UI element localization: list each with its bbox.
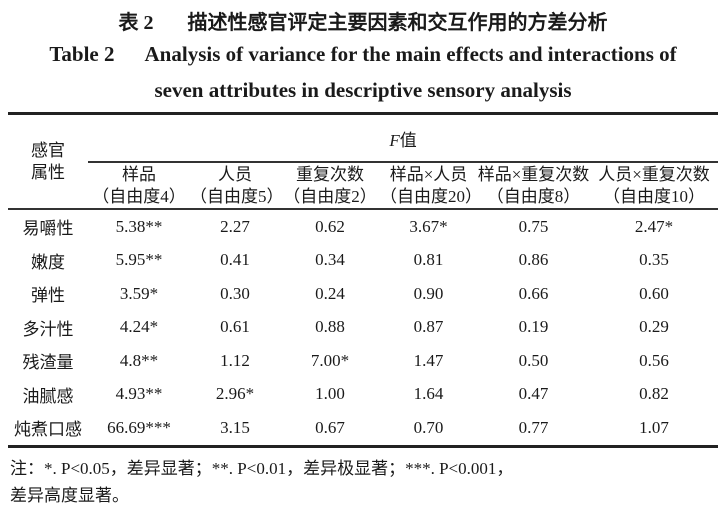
column-header: 重复次数 （自由度2） bbox=[280, 162, 380, 209]
footnote-line1: 注：*. P<0.05，差异显著；**. P<0.01，差异极显著；***. P… bbox=[10, 459, 514, 478]
value-cell: 0.34 bbox=[315, 250, 345, 270]
value-cell: 0.35 bbox=[639, 250, 669, 270]
column-df: （自由度4） bbox=[92, 186, 186, 206]
value-cell: 0.30 bbox=[220, 283, 250, 303]
value-cell: 5.38** bbox=[115, 216, 163, 236]
column-name: 样品 bbox=[122, 164, 156, 184]
column-name: 样品×重复次数 bbox=[477, 164, 590, 184]
table-row: 油腻感 4.93** 2.96* 1.00 1.64 0.47 0.82 bbox=[8, 378, 718, 412]
value-cell: 0.61 bbox=[220, 317, 250, 337]
footnote-line2: 差异高度显著。 bbox=[10, 486, 129, 505]
column-header: 人员×重复次数 （自由度10） bbox=[590, 162, 718, 209]
value-cell: 0.86 bbox=[518, 250, 549, 270]
column-name: 人员 bbox=[218, 164, 252, 184]
table-row: 易嚼性 5.38** 2.27 0.62 3.67* 0.75 2.47* bbox=[8, 209, 718, 244]
value-cell: 4.93** bbox=[115, 384, 163, 404]
value-cell: 7.00* bbox=[310, 350, 350, 370]
value-cell: 0.47 bbox=[518, 384, 549, 404]
attribute-cell: 油腻感 bbox=[22, 386, 74, 406]
value-cell: 2.96* bbox=[215, 384, 255, 404]
attribute-cell: 残渣量 bbox=[22, 353, 74, 373]
column-df: （自由度2） bbox=[283, 186, 377, 206]
value-cell: 0.81 bbox=[413, 250, 444, 270]
column-df: （自由度20） bbox=[380, 186, 482, 206]
title-cn-text: 描述性感官评定主要因素和交互作用的方差分析 bbox=[187, 12, 608, 34]
value-cell: 0.41 bbox=[220, 250, 250, 270]
value-cell: 1.00 bbox=[315, 384, 345, 404]
value-cell: 1.64 bbox=[413, 384, 444, 404]
value-cell: 2.47* bbox=[634, 216, 674, 236]
value-cell: 3.15 bbox=[220, 417, 250, 437]
column-header: 人员 （自由度5） bbox=[190, 162, 284, 209]
anova-table: 感官属性 F值 样品 （自由度4） 人员 （自由度5） 重复次数 （自由度2） 样品×人员（… bbox=[8, 112, 719, 448]
column-header: 样品 （自由度4） bbox=[88, 162, 190, 209]
value-cell: 0.24 bbox=[315, 283, 345, 303]
value-cell: 3.59* bbox=[119, 283, 159, 303]
table-row: 嫩度 5.95** 0.41 0.34 0.81 0.86 0.35 bbox=[8, 244, 718, 278]
value-cell: 0.88 bbox=[315, 317, 345, 337]
attribute-cell: 炖煮口感 bbox=[14, 420, 82, 440]
value-cell: 0.75 bbox=[518, 216, 549, 236]
title-en-line2: seven attributes in descriptive sensory … bbox=[154, 78, 572, 102]
table-row: 弹性 3.59* 0.30 0.24 0.90 0.66 0.60 bbox=[8, 277, 718, 311]
attribute-cell: 易嚼性 bbox=[22, 219, 74, 239]
value-cell: 0.87 bbox=[413, 317, 444, 337]
value-cell: 1.07 bbox=[639, 417, 669, 437]
attribute-cell: 嫩度 bbox=[31, 252, 65, 272]
value-cell: 0.67 bbox=[315, 417, 345, 437]
column-df: （自由度8） bbox=[486, 186, 581, 206]
table-label-cn: 表 2 bbox=[118, 12, 154, 34]
column-df: （自由度10） bbox=[603, 186, 705, 206]
value-cell: 0.70 bbox=[413, 417, 444, 437]
column-name: 人员×重复次数 bbox=[598, 164, 710, 184]
column-df: （自由度5） bbox=[190, 186, 284, 206]
table-row: 炖煮口感 66.69*** 3.15 0.67 0.70 0.77 1.07 bbox=[8, 411, 718, 446]
column-header: 样品×人员 （自由度20） bbox=[380, 162, 482, 209]
value-cell: 0.82 bbox=[639, 384, 669, 404]
table-row: 残渣量 4.8** 1.12 7.00* 1.47 0.50 0.56 bbox=[8, 344, 718, 378]
value-cell: 0.90 bbox=[413, 283, 444, 303]
title-en-line1: Table 2 Analysis of variance for the main… bbox=[0, 42, 726, 67]
value-cell: 4.24* bbox=[119, 317, 159, 337]
value-cell: 0.77 bbox=[518, 417, 549, 437]
value-cell: 2.27 bbox=[220, 216, 250, 236]
value-cell: 1.12 bbox=[220, 350, 250, 370]
title-cn: 表 2 描述性感官评定主要因素和交互作用的方差分析 bbox=[0, 6, 726, 35]
column-name: 样品×人员 bbox=[389, 164, 468, 184]
value-cell: 0.60 bbox=[639, 283, 669, 303]
column-header: 样品×重复次数 （自由度8） bbox=[477, 162, 590, 209]
value-cell: 0.62 bbox=[315, 216, 345, 236]
table-row: 多汁性 4.24* 0.61 0.88 0.87 0.19 0.29 bbox=[8, 311, 718, 345]
value-cell: 0.19 bbox=[518, 317, 549, 337]
attribute-cell: 弹性 bbox=[31, 286, 65, 306]
value-cell: 0.56 bbox=[639, 350, 669, 370]
title-en-text: Analysis of variance for the main effect… bbox=[144, 42, 677, 66]
value-cell: 0.50 bbox=[518, 350, 549, 370]
value-cell: 5.95** bbox=[115, 250, 163, 270]
value-cell: 0.29 bbox=[639, 317, 669, 337]
column-name: 重复次数 bbox=[296, 164, 364, 184]
value-cell: 0.66 bbox=[518, 283, 549, 303]
value-cell: 3.67* bbox=[409, 216, 448, 236]
value-cell: 1.47 bbox=[413, 350, 444, 370]
attribute-cell: 多汁性 bbox=[22, 319, 74, 339]
f-value-header: F值 bbox=[88, 113, 719, 163]
value-cell: 66.69*** bbox=[107, 417, 171, 437]
table-label-en: Table 2 bbox=[49, 42, 115, 66]
value-cell: 4.8** bbox=[119, 350, 159, 370]
row-header: 感官属性 bbox=[31, 140, 65, 182]
